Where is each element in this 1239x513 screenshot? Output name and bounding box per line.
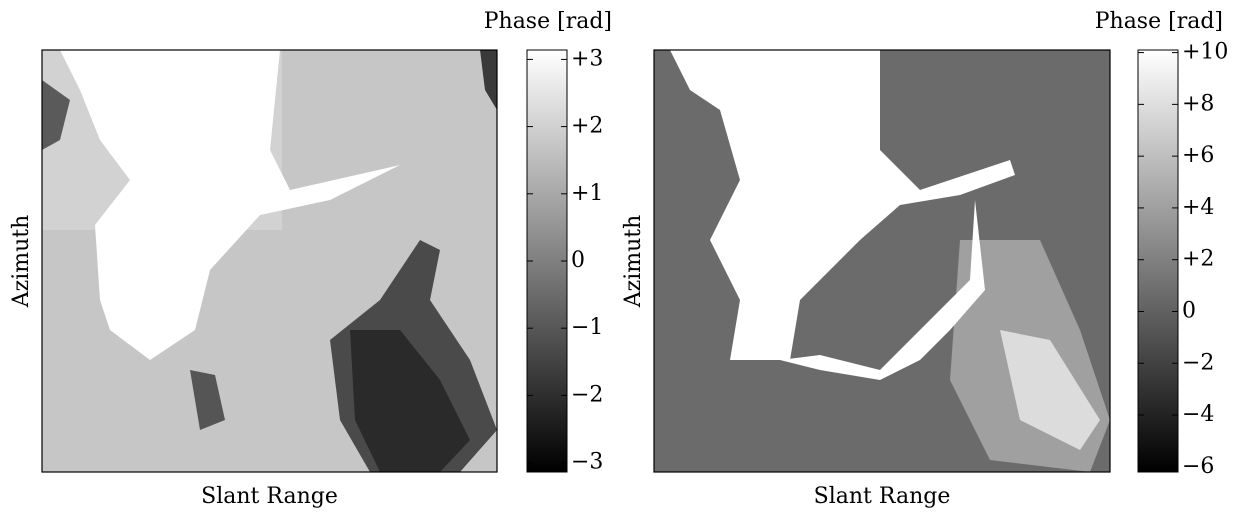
y-axis-label: Azimuth [9, 215, 34, 309]
colorbar-tick-label: −2 [1182, 350, 1214, 375]
colorbar-tick-label: +2 [571, 114, 603, 139]
phase-image [654, 50, 1110, 472]
colorbar-tick-label: −1 [571, 315, 603, 340]
colorbar [1137, 49, 1179, 473]
colorbar [526, 49, 568, 473]
colorbar-tick-label: −4 [1182, 402, 1214, 427]
colorbar-tick-label: +3 [571, 46, 603, 71]
axes-frame [41, 49, 498, 473]
axes-frame [653, 49, 1111, 473]
colorbar-tick-label: +1 [571, 181, 603, 206]
colorbar-tick-label: −3 [571, 450, 603, 475]
colorbar-tick-label: −6 [1182, 454, 1214, 479]
y-axis-label: Azimuth [621, 215, 646, 309]
x-axis-label: Slant Range [814, 484, 951, 509]
colorbar-tick-label: +2 [1182, 247, 1214, 272]
x-axis-label: Slant Range [201, 484, 338, 509]
colorbar-tick-label: +4 [1182, 195, 1214, 220]
colorbar-tick-label: −2 [571, 382, 603, 407]
colorbar-tick-label: +8 [1182, 91, 1214, 116]
colorbar-tick-label: 0 [571, 248, 585, 273]
colorbar-label: Phase [rad] [1095, 9, 1223, 34]
colorbar-tick-label: +10 [1182, 40, 1228, 65]
colorbar-tick-label: +6 [1182, 143, 1214, 168]
colorbar-label: Phase [rad] [484, 9, 612, 34]
colorbar-tick-label: 0 [1182, 298, 1196, 323]
phase-image [42, 50, 497, 472]
